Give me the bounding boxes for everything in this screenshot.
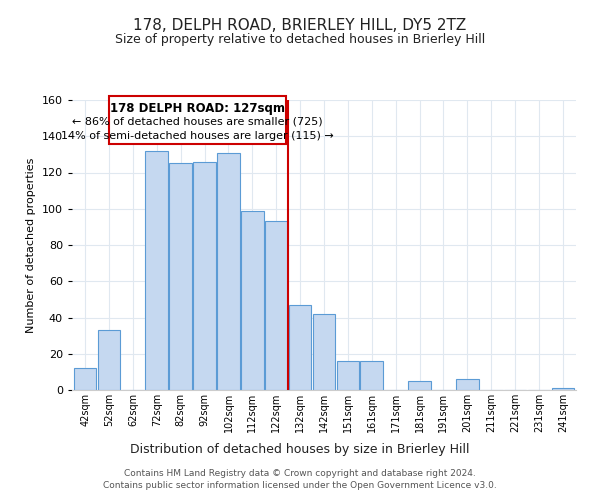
- Bar: [217, 152, 240, 390]
- Y-axis label: Number of detached properties: Number of detached properties: [26, 158, 36, 332]
- Bar: [169, 164, 192, 390]
- Bar: [456, 379, 479, 390]
- Text: ← 86% of detached houses are smaller (725): ← 86% of detached houses are smaller (72…: [72, 116, 323, 126]
- Text: Size of property relative to detached houses in Brierley Hill: Size of property relative to detached ho…: [115, 32, 485, 46]
- Bar: [361, 361, 383, 390]
- Bar: [98, 330, 121, 390]
- Bar: [313, 314, 335, 390]
- Bar: [241, 210, 263, 390]
- Bar: [289, 305, 311, 390]
- Bar: [337, 361, 359, 390]
- Bar: [145, 151, 168, 390]
- Bar: [408, 381, 431, 390]
- Text: Contains HM Land Registry data © Crown copyright and database right 2024.: Contains HM Land Registry data © Crown c…: [124, 469, 476, 478]
- Text: 14% of semi-detached houses are larger (115) →: 14% of semi-detached houses are larger (…: [61, 131, 334, 141]
- Bar: [193, 162, 216, 390]
- Text: Distribution of detached houses by size in Brierley Hill: Distribution of detached houses by size …: [130, 442, 470, 456]
- Text: 178 DELPH ROAD: 127sqm: 178 DELPH ROAD: 127sqm: [110, 102, 285, 115]
- Bar: [74, 368, 97, 390]
- FancyBboxPatch shape: [109, 96, 286, 144]
- Bar: [265, 222, 287, 390]
- Bar: [551, 388, 574, 390]
- Text: 178, DELPH ROAD, BRIERLEY HILL, DY5 2TZ: 178, DELPH ROAD, BRIERLEY HILL, DY5 2TZ: [133, 18, 467, 32]
- Text: Contains public sector information licensed under the Open Government Licence v3: Contains public sector information licen…: [103, 480, 497, 490]
